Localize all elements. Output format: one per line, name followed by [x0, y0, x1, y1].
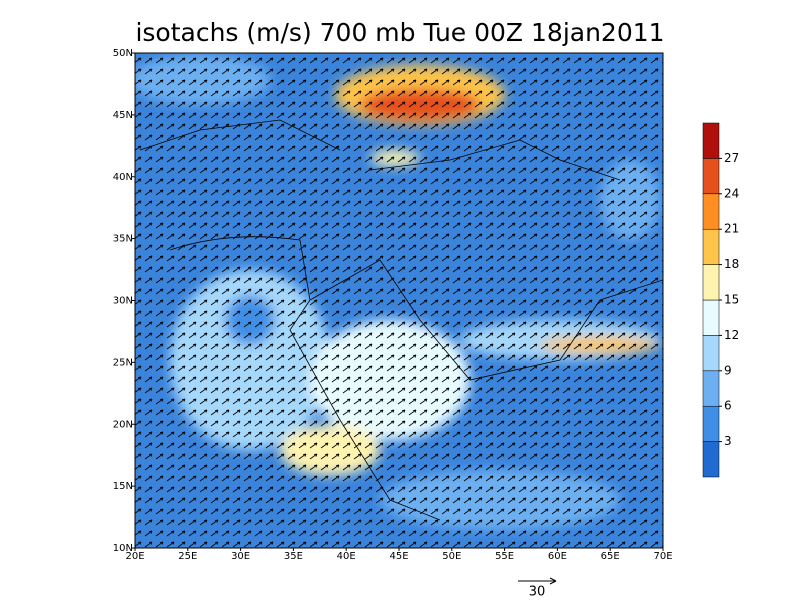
colorbar-swatch: [702, 441, 720, 478]
colorbar-label: 24: [724, 186, 739, 200]
colorbar-swatch: [702, 158, 720, 195]
x-tick-label: 45E: [389, 551, 408, 562]
x-tick-label: 65E: [601, 551, 620, 562]
y-tick-label: 35N: [113, 234, 133, 245]
reference-arrowhead: [549, 577, 557, 585]
colorbar-swatch: [702, 228, 720, 265]
y-tick-label: 10N: [113, 543, 133, 554]
colorbar-swatch: [702, 122, 720, 159]
x-tick-label: 25E: [178, 551, 197, 562]
colorbar-label: 3: [724, 434, 732, 448]
y-tick-label: 30N: [113, 296, 133, 307]
x-tick-label: 30E: [231, 551, 250, 562]
colorbar-label: 15: [724, 293, 739, 307]
x-tick-label: 60E: [548, 551, 567, 562]
reference-label: 30: [529, 585, 546, 600]
colorbar-label: 18: [724, 257, 739, 271]
colorbar-swatch: [702, 335, 720, 372]
colorbar-label: 6: [724, 399, 732, 413]
colorbar-swatch: [702, 370, 720, 407]
map-field: [135, 53, 663, 548]
x-tick-label: 55E: [495, 551, 514, 562]
y-tick-label: 20N: [113, 419, 133, 430]
x-tick-label: 40E: [337, 551, 356, 562]
colorbar-label: 27: [724, 151, 739, 165]
colorbar-swatch: [702, 299, 720, 336]
x-tick-label: 20E: [125, 551, 144, 562]
y-tick-label: 45N: [113, 110, 133, 121]
x-tick-label: 70E: [653, 551, 672, 562]
colorbar-label: 12: [724, 328, 739, 342]
colorbar-swatch: [702, 193, 720, 230]
colorbar-label: 9: [724, 363, 732, 377]
colorbar-label: 21: [724, 222, 739, 236]
y-tick-label: 25N: [113, 357, 133, 368]
x-tick-label: 35E: [284, 551, 303, 562]
y-tick-label: 40N: [113, 172, 133, 183]
wind-vectors: [135, 53, 663, 548]
coastlines: [139, 119, 663, 521]
x-tick-label: 50E: [442, 551, 461, 562]
y-tick-label: 50N: [113, 48, 133, 59]
y-tick-label: 15N: [113, 481, 133, 492]
colorbar-swatch: [702, 405, 720, 442]
title: isotachs (m/s) 700 mb Tue 00Z 18jan2011: [135, 18, 664, 47]
colorbar-swatch: [702, 264, 720, 301]
